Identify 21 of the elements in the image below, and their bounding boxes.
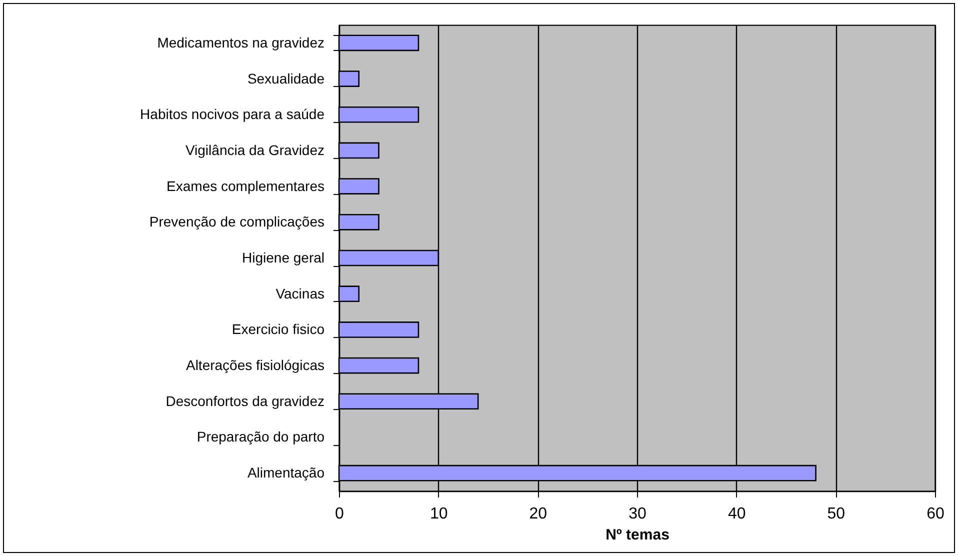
x-axis-title: Nº temas <box>606 526 670 544</box>
x-tick-label: 30 <box>628 506 646 522</box>
y-tick-label: Exames complementares <box>166 178 324 194</box>
x-tick-label: 40 <box>728 506 746 522</box>
x-tick-label: 0 <box>335 506 344 522</box>
y-tick-label: Prevenção de complicações <box>149 214 324 230</box>
x-tick-label: 20 <box>529 506 548 522</box>
y-tick-label: Higiene geral <box>242 250 324 266</box>
y-tick-label: Alimentação <box>247 464 325 481</box>
y-tick-label: Medicamentos na gravidez <box>157 34 324 50</box>
y-tick-label: Vigilância da Gravidez <box>185 142 324 158</box>
y-tick-label: Sexualidade <box>247 70 325 86</box>
y-tick-label: Vacinas <box>276 285 324 302</box>
x-tick-label: 10 <box>430 506 448 522</box>
y-tick-label: Desconfortos da gravidez <box>166 392 324 409</box>
y-tick-label: Habitos nocivos para a saúde <box>140 106 325 122</box>
x-tick-label: 60 <box>926 506 944 522</box>
x-tick-label: 50 <box>827 506 846 522</box>
y-tick-label: Exercicio fisico <box>232 321 325 338</box>
y-tick-label: Preparação do parto <box>196 428 325 445</box>
y-tick-label: Alterações fisiológicas <box>186 357 324 374</box>
